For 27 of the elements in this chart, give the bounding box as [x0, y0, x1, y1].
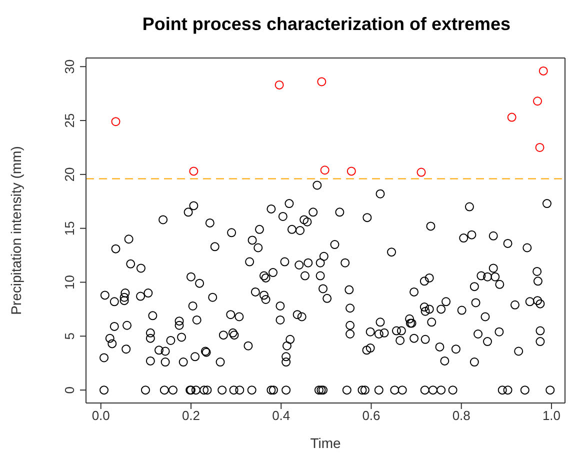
point	[533, 96, 542, 106]
x-tick-label: 0.2	[182, 408, 200, 424]
point	[507, 112, 516, 122]
y-tick-label: 15	[62, 221, 77, 236]
y-tick-label: 20	[62, 167, 77, 182]
point	[317, 77, 326, 86]
point	[538, 66, 548, 76]
y-tick-label: 10	[62, 275, 77, 290]
point	[111, 117, 120, 126]
y-tick-label: 0	[62, 386, 77, 394]
y-tick-label: 30	[62, 59, 77, 74]
x-tick-label: 0.6	[362, 408, 380, 424]
point	[274, 80, 284, 90]
y-tick-label: 25	[62, 113, 77, 128]
x-tick-label: 0.4	[272, 408, 290, 424]
chart-title: Point process characterization of extremes	[141, 14, 512, 35]
x-tick-label: 0.8	[452, 408, 470, 424]
point	[416, 168, 426, 177]
y-tick-label: 5	[62, 332, 77, 340]
point	[346, 166, 356, 176]
point	[320, 166, 330, 175]
point	[535, 142, 544, 152]
x-tick-label: 0.0	[92, 408, 110, 424]
x-axis-title: Time	[310, 435, 342, 451]
y-axis-title: Precipitation intensity (mm)	[8, 146, 24, 315]
x-tick-label: 1.0	[542, 408, 561, 424]
point	[189, 166, 198, 176]
